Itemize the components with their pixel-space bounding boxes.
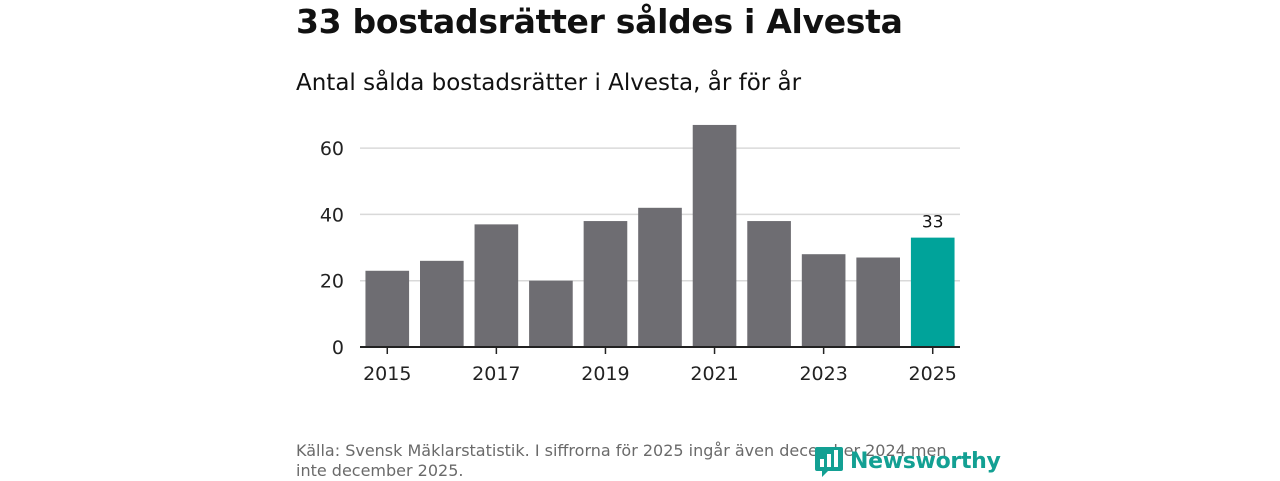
source-note: Källa: Svensk Mäklarstatistik. I siffror… xyxy=(296,441,947,480)
chart-title: 33 bostadsrätter såldes i Alvesta xyxy=(296,2,903,41)
x-tick-label-2019: 2019 xyxy=(581,363,629,385)
bar-2018 xyxy=(529,280,573,347)
bar-2024 xyxy=(856,257,900,347)
bar-2025 xyxy=(910,237,955,347)
bar-chart: 0 20 40 60 2015 2017 2019 2021 2023 2025 33 xyxy=(320,124,960,385)
y-tick-label-60: 60 xyxy=(320,138,344,160)
x-tick-label-2025: 2025 xyxy=(909,363,957,385)
bar-2015 xyxy=(365,270,410,347)
bar-2016 xyxy=(420,260,464,347)
brand-name: Newsworthy xyxy=(850,448,1001,474)
bar-2017 xyxy=(474,224,519,347)
x-tick-label-2021: 2021 xyxy=(690,363,738,385)
bar-2021 xyxy=(692,124,737,347)
data-label-2025: 33 xyxy=(922,213,944,233)
bar-2023 xyxy=(801,254,846,347)
bar-2019 xyxy=(583,221,628,347)
bar-2022 xyxy=(747,221,791,347)
bar-2020 xyxy=(638,207,682,347)
x-tick-label-2015: 2015 xyxy=(363,363,411,385)
chart-subtitle: Antal sålda bostadsrätter i Alvesta, år … xyxy=(296,70,802,96)
y-tick-label-40: 40 xyxy=(320,204,344,226)
newsworthy-logo-icon xyxy=(815,447,843,477)
x-tick-label-2017: 2017 xyxy=(472,363,520,385)
y-tick-label-20: 20 xyxy=(320,271,344,293)
x-tick-label-2023: 2023 xyxy=(799,363,847,385)
y-tick-label-0: 0 xyxy=(332,337,344,359)
newsworthy-brand[interactable]: Newsworthy xyxy=(814,444,1001,478)
